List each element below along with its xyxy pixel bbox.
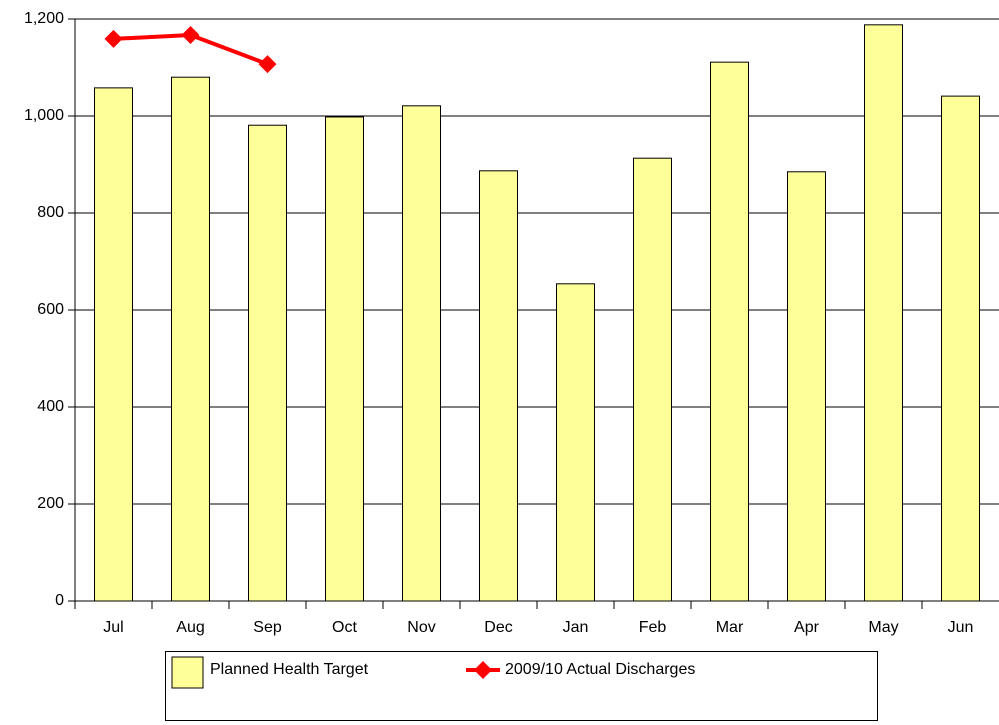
x-tick-label: Aug	[176, 619, 204, 636]
bar	[864, 24, 903, 602]
x-tick-label: Dec	[484, 619, 512, 636]
y-tick-label: 600	[37, 301, 64, 318]
y-tick-label: 1,200	[24, 10, 64, 27]
y-tick-label: 0	[55, 592, 64, 609]
marker	[104, 29, 123, 48]
x-tick-label: Apr	[794, 619, 820, 636]
marker	[258, 55, 277, 74]
x-tick-label: Jul	[103, 619, 123, 636]
bar	[556, 283, 595, 602]
bar	[171, 76, 210, 602]
x-tick-label: Nov	[407, 619, 435, 636]
legend-box	[165, 651, 878, 721]
marker	[181, 26, 200, 45]
bar	[710, 61, 749, 602]
bar	[402, 105, 441, 602]
bar	[941, 95, 980, 602]
x-tick-label: Sep	[253, 619, 282, 636]
y-tick-label: 800	[37, 204, 64, 221]
bar	[479, 170, 518, 602]
bar	[787, 171, 826, 602]
legend-swatch	[171, 656, 204, 689]
x-tick-label: Jun	[948, 619, 974, 636]
x-tick-label: Feb	[639, 619, 667, 636]
bar	[325, 116, 364, 602]
bar	[633, 157, 672, 602]
bar	[248, 124, 287, 602]
x-tick-label: Mar	[716, 619, 744, 636]
legend-label: 2009/10 Actual Discharges	[505, 661, 695, 678]
y-tick-label: 200	[37, 495, 64, 512]
y-tick-label: 1,000	[24, 107, 64, 124]
y-tick-label: 400	[37, 398, 64, 415]
legend-label: Planned Health Target	[210, 661, 369, 678]
x-tick-label: May	[868, 619, 898, 636]
x-tick-label: Jan	[563, 619, 589, 636]
x-tick-label: Oct	[332, 619, 357, 636]
legend-marker	[474, 661, 492, 679]
bar	[94, 87, 133, 602]
